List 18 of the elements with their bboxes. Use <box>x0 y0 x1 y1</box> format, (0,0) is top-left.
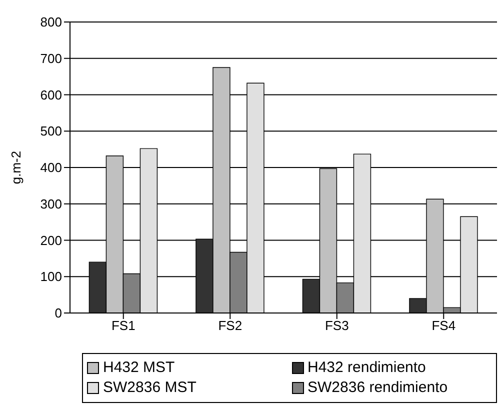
y-tick-label: 200 <box>40 232 62 248</box>
y-tick-label: 700 <box>40 50 62 66</box>
legend-label: H432 rendimiento <box>306 358 427 378</box>
legend-label: SW2836 MST <box>102 378 198 398</box>
legend-label: SW2836 rendimiento <box>306 378 449 398</box>
y-tick-label: 500 <box>40 124 62 139</box>
x-tick-label: FS1 <box>111 318 136 334</box>
y-tick-label: 300 <box>40 196 62 212</box>
x-tick-label: FS2 <box>218 318 242 334</box>
y-tick-label: 0 <box>54 306 62 321</box>
y-tick-label: 400 <box>40 160 62 176</box>
y-axis-title: g.m-2 <box>8 150 24 184</box>
y-tick-label: 600 <box>40 87 62 102</box>
y-tick-label: 100 <box>40 269 62 284</box>
x-tick-label: FS3 <box>324 318 349 334</box>
y-tick-label: 800 <box>40 14 62 30</box>
x-tick-label: FS4 <box>432 318 456 334</box>
legend-label: H432 MST <box>102 358 176 378</box>
